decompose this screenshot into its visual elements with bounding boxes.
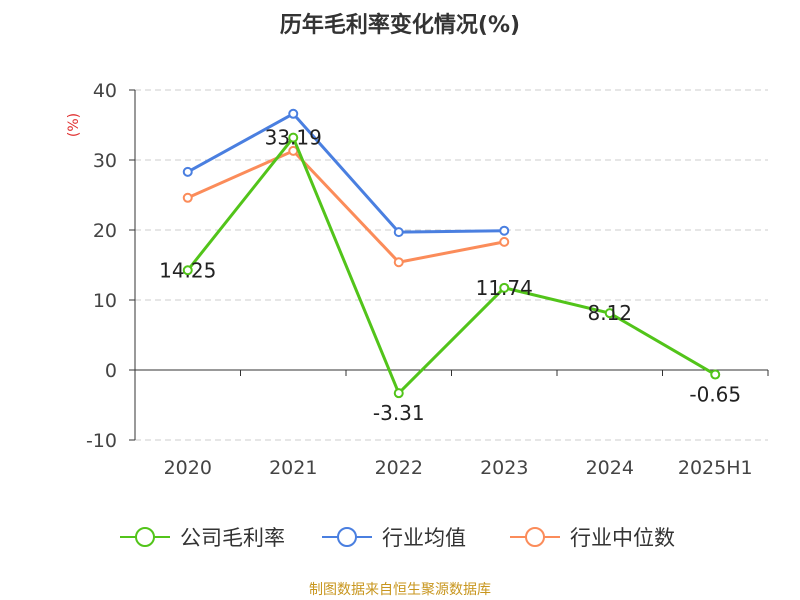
y-tick-label: -10: [86, 430, 117, 452]
series-line: [186, 134, 717, 396]
y-axis-label: (%): [66, 113, 82, 137]
data-point: [182, 166, 193, 177]
series-line: [187, 149, 505, 264]
legend-marker: [135, 527, 155, 547]
y-tick-label: 0: [105, 360, 117, 382]
source-note: 制图数据来自恒生聚源数据库: [309, 582, 491, 598]
legend-label: 行业均值: [382, 526, 466, 550]
data-point: [499, 282, 510, 293]
x-tick-label: 2021: [269, 457, 317, 479]
data-point: [393, 257, 404, 268]
data-point: [393, 227, 404, 238]
data-label: 11.74: [476, 276, 533, 300]
data-label: 14.25: [159, 258, 216, 282]
legend-label: 行业中位数: [570, 526, 675, 550]
data-label: -3.31: [373, 401, 425, 425]
legend-label: 公司毛利率: [180, 526, 285, 550]
x-tick-label: 2020: [164, 457, 212, 479]
data-point: [288, 108, 299, 119]
x-tick-label: 2025H1: [678, 457, 753, 479]
y-tick-label: 30: [93, 150, 117, 172]
data-point: [499, 225, 510, 236]
x-tick-label: 2023: [480, 457, 528, 479]
series-line: [187, 111, 505, 234]
legend-marker: [337, 527, 357, 547]
y-tick-label: 40: [93, 80, 117, 102]
data-point: [182, 265, 193, 276]
x-tick-label: 2022: [375, 457, 423, 479]
chart-title: 历年毛利率变化情况(%): [280, 12, 520, 38]
data-point: [182, 192, 193, 203]
data-point: [499, 236, 510, 247]
data-point: [288, 132, 299, 143]
x-tick-label: 2024: [586, 457, 634, 479]
data-point: [710, 369, 721, 380]
data-label: 33.19: [265, 126, 322, 150]
y-tick-label: 10: [93, 290, 117, 312]
data-label: -0.65: [689, 383, 741, 407]
data-label: 8.12: [587, 301, 632, 325]
data-point: [604, 308, 615, 319]
legend-marker: [525, 527, 545, 547]
y-tick-label: 20: [93, 220, 117, 242]
data-point: [393, 388, 404, 399]
